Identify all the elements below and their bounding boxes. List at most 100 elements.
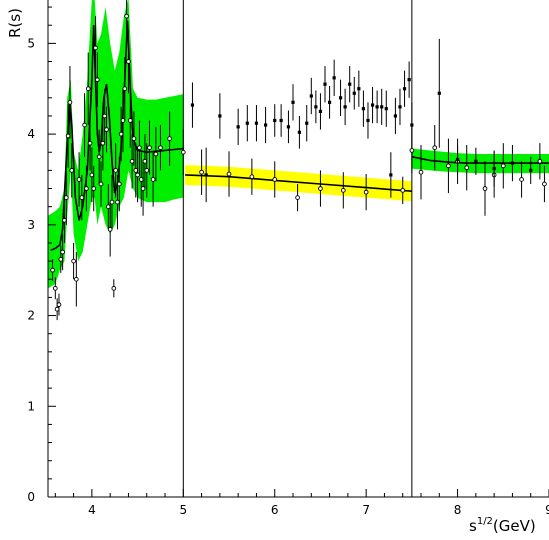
marker-open-circle (84, 186, 89, 191)
data-point (56, 293, 62, 316)
region-dividers (182, 0, 413, 497)
data-point (84, 165, 89, 212)
marker-open-circle (87, 140, 93, 146)
data-point (297, 115, 302, 149)
data-point (410, 102, 414, 148)
data-point (120, 88, 126, 153)
marker-open-circle (73, 276, 79, 282)
data-point (122, 56, 128, 121)
x-axis-title-unit: (GeV) (493, 517, 536, 535)
marker-open-circle (432, 145, 438, 151)
data-point (52, 277, 58, 300)
marker-open-circle (60, 249, 65, 255)
data-point (519, 161, 524, 198)
fit-curve-2 (185, 174, 412, 192)
marker-open-circle (295, 195, 300, 200)
data-point (500, 143, 506, 189)
data-point (236, 108, 240, 145)
data-point (279, 104, 283, 137)
marker-open-circle (226, 171, 232, 177)
marker-filled-square (407, 78, 411, 82)
marker-open-circle (124, 13, 129, 19)
marker-filled-square (510, 161, 515, 165)
marker-filled-square (323, 82, 327, 86)
marker-open-circle (144, 168, 150, 173)
data-point (366, 102, 370, 139)
data-point (318, 170, 323, 207)
data-point (510, 144, 515, 182)
data-point (140, 161, 146, 216)
data-points (50, 0, 547, 321)
marker-open-circle (409, 148, 415, 153)
marker-filled-square (370, 103, 375, 107)
marker-open-circle (95, 77, 100, 83)
data-point (245, 105, 249, 142)
data-point (305, 105, 309, 142)
marker-filled-square (437, 91, 441, 95)
data-point (167, 111, 172, 166)
marker-filled-square (218, 114, 222, 118)
marker-filled-square (263, 123, 268, 127)
data-point (147, 120, 152, 175)
data-point (432, 125, 438, 171)
marker-open-circle (109, 199, 115, 205)
marker-open-circle (131, 136, 137, 141)
marker-filled-square (204, 173, 208, 177)
marker-open-circle (363, 189, 369, 195)
data-point (348, 66, 352, 103)
marker-filled-square (410, 123, 414, 127)
y-axis-title: R(s) (6, 8, 24, 38)
marker-filled-square (343, 105, 347, 109)
y-tick-label: 5 (27, 36, 35, 50)
data-point (95, 52, 100, 107)
marker-open-circle (71, 258, 76, 264)
marker-open-circle (272, 177, 278, 182)
data-point (199, 149, 204, 195)
marker-filled-square (338, 96, 343, 100)
data-point (111, 279, 117, 298)
data-point (126, 29, 131, 94)
data-point (338, 79, 343, 116)
marker-filled-square (393, 114, 398, 118)
data-point (272, 161, 278, 198)
marker-open-circle (150, 177, 156, 182)
marker-open-circle (542, 181, 547, 187)
data-point (309, 77, 313, 115)
x-tick-label: 7 (362, 503, 370, 517)
marker-open-circle (93, 45, 98, 51)
data-point (291, 84, 295, 121)
x-axis-title: s1/2(GeV) (469, 516, 536, 535)
data-point (153, 126, 159, 182)
marker-filled-square (402, 87, 407, 91)
marker-open-circle (96, 154, 102, 160)
x-axis-title-sup: 1/2 (477, 516, 493, 527)
data-point (87, 115, 93, 171)
marker-open-circle (418, 169, 424, 175)
data-point (384, 90, 388, 127)
marker-open-circle (104, 127, 109, 132)
data-point (314, 90, 318, 124)
data-point (318, 93, 323, 130)
data-point (113, 143, 119, 198)
data-point (363, 174, 369, 211)
marker-open-circle (537, 158, 543, 164)
marker-filled-square (254, 121, 259, 125)
data-point (71, 242, 76, 280)
data-point (474, 147, 478, 175)
data-point (79, 174, 85, 221)
data-point (273, 104, 277, 137)
y-tick-label: 2 (27, 309, 35, 323)
marker-filled-square (361, 107, 366, 111)
data-point (63, 170, 69, 225)
data-point (400, 176, 406, 204)
data-point (529, 156, 533, 184)
marker-open-circle (63, 195, 69, 200)
data-point (76, 152, 82, 207)
data-point (131, 111, 137, 166)
marker-open-circle (126, 59, 131, 64)
data-point (249, 158, 255, 195)
marker-open-circle (98, 181, 104, 187)
marker-filled-square (190, 103, 195, 107)
data-point (124, 0, 129, 44)
data-point (98, 161, 104, 207)
